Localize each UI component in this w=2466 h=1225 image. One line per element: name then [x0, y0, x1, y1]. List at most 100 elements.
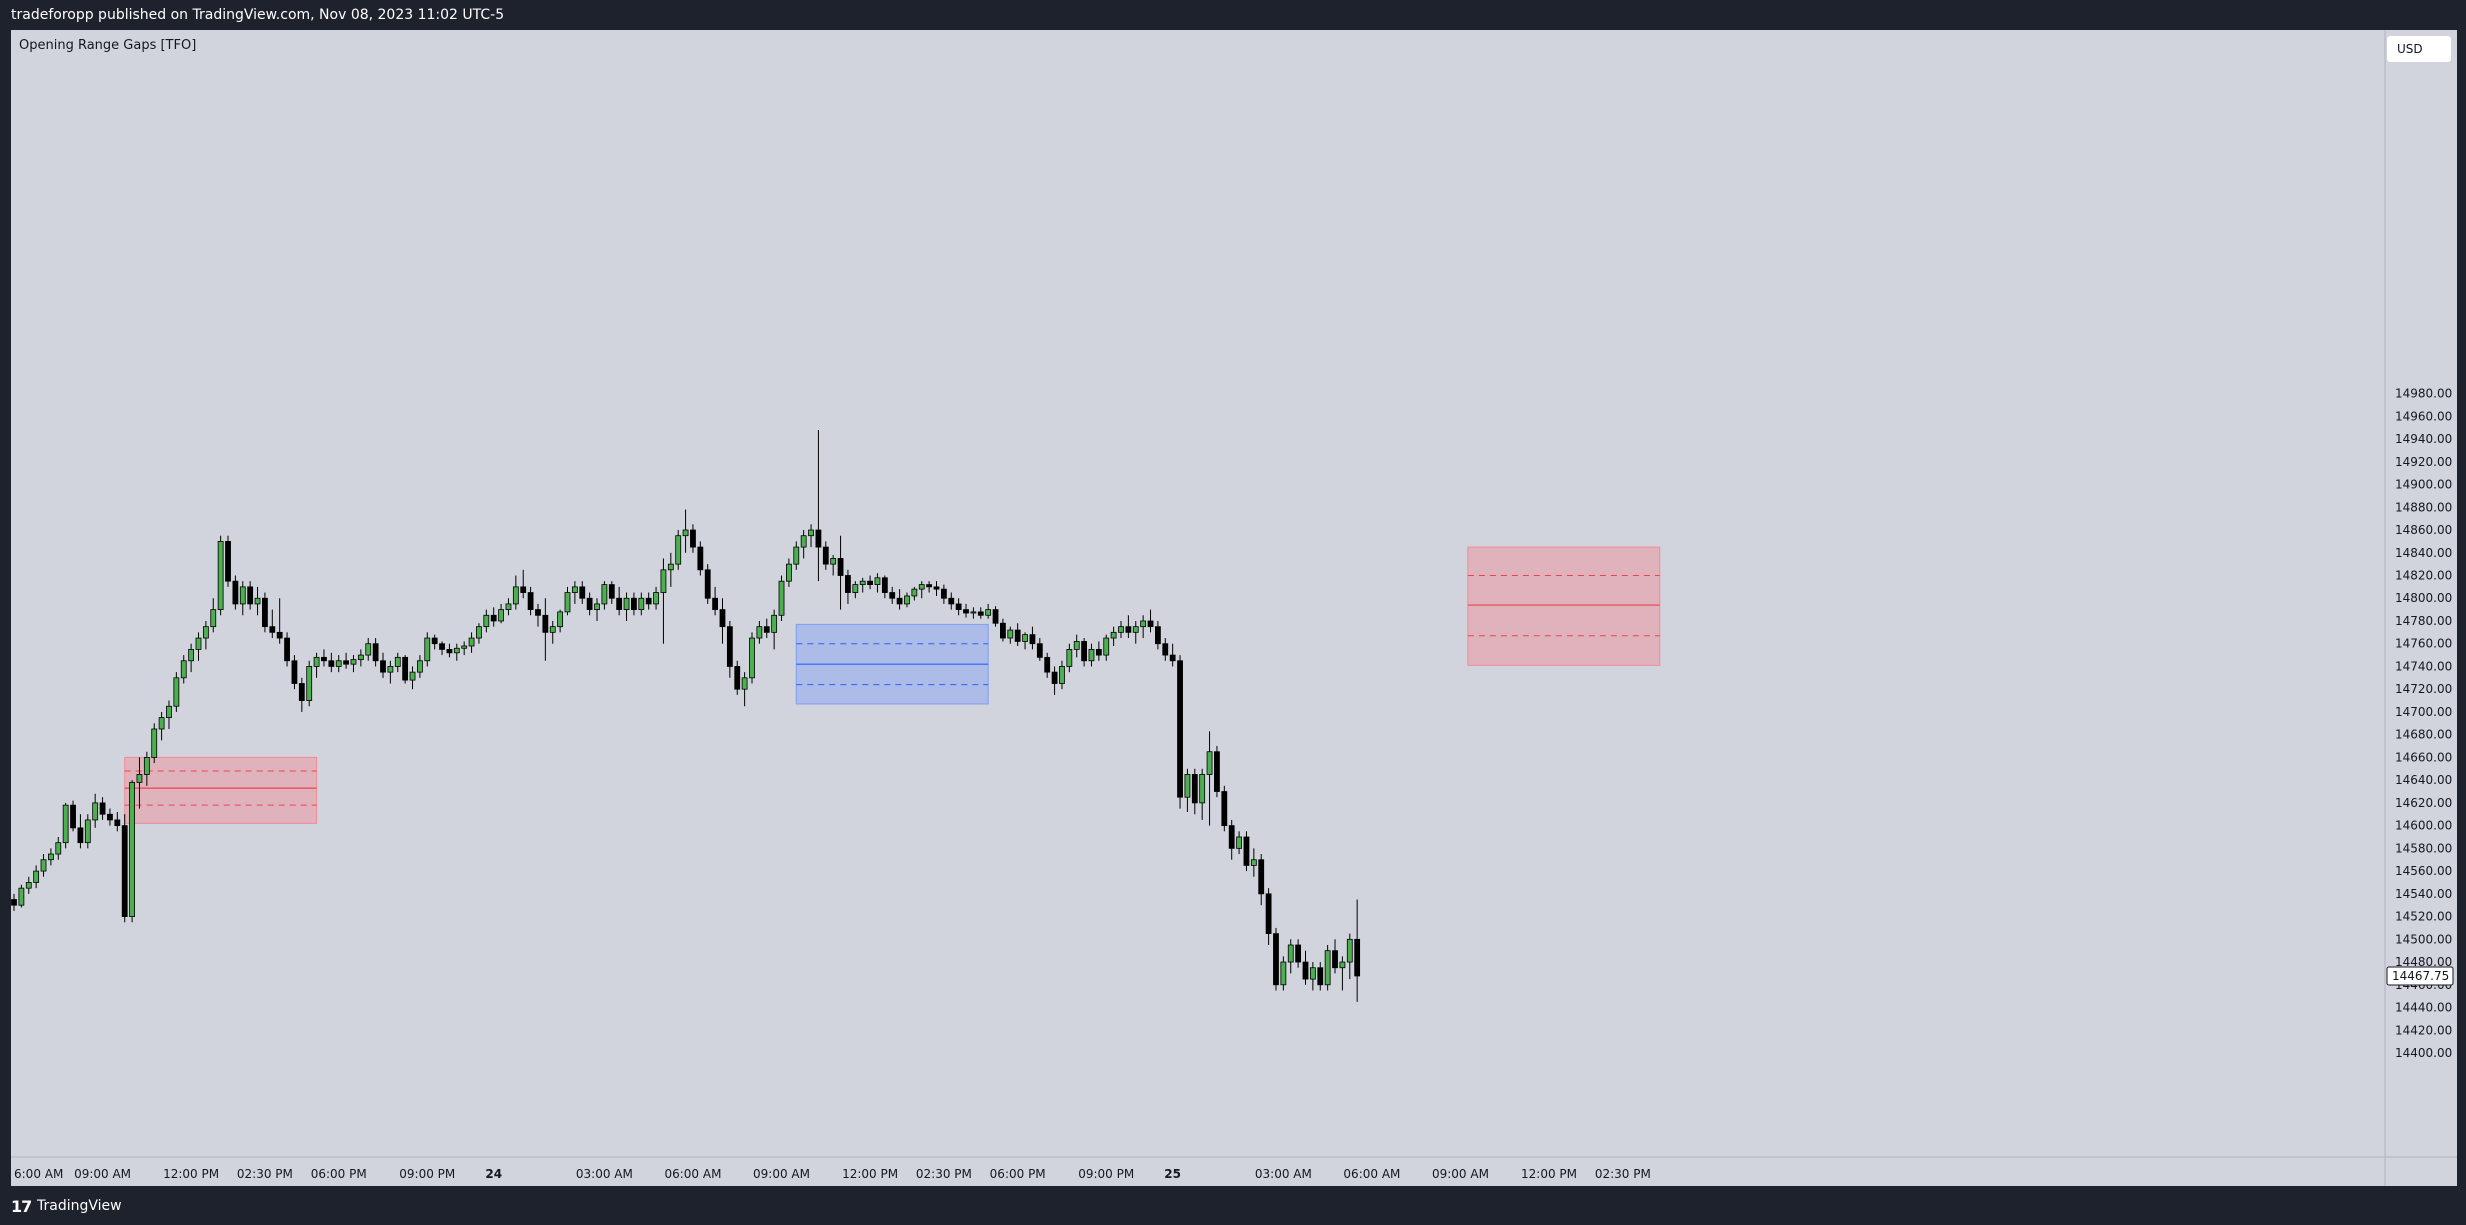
candle-up [468, 637, 475, 647]
candle-up [151, 728, 158, 758]
candle-up [638, 597, 645, 611]
candle-up [1118, 626, 1124, 633]
candle-up [195, 637, 202, 650]
currency-button[interactable]: USD [2387, 36, 2451, 62]
candle-up [166, 705, 172, 719]
candle-up [623, 597, 630, 611]
candle-up [1250, 859, 1257, 866]
candle-up [1140, 620, 1147, 628]
candle-down [992, 609, 999, 624]
candle-down [1036, 643, 1043, 658]
candle-up [970, 611, 977, 614]
candle-up [33, 870, 40, 883]
candle-up [741, 677, 748, 690]
candle-down [948, 597, 955, 605]
y-tick-label: 14540.00 [2395, 887, 2452, 901]
candle-up [313, 656, 320, 667]
candle-up [667, 563, 674, 571]
candle-down [380, 660, 386, 673]
candle-down [837, 558, 844, 576]
candle-down [372, 643, 379, 662]
candle-down [933, 586, 940, 590]
x-tick-label: 12:00 PM [1521, 1167, 1577, 1181]
candle-up [92, 802, 99, 821]
candle-up [202, 626, 209, 639]
y-tick-label: 14720.00 [2395, 682, 2452, 696]
candle-up [778, 580, 785, 616]
candle-up [675, 535, 682, 565]
candle-up [25, 882, 32, 889]
candle-down [276, 631, 283, 639]
candle-down [1029, 634, 1036, 645]
candle-up [771, 614, 778, 633]
x-tick-label: 06:00 PM [990, 1167, 1046, 1181]
candle-down [1044, 656, 1051, 673]
candle-up [387, 666, 394, 673]
candle-down [1273, 933, 1279, 986]
indicator-title: Opening Range Gaps [TFO] [19, 38, 197, 53]
candle-up [1199, 774, 1206, 804]
y-tick-label: 14600.00 [2395, 819, 2452, 833]
candle-up [136, 774, 143, 783]
candle-down [520, 586, 527, 593]
candle-down [940, 588, 947, 599]
x-tick-label: 03:00 AM [576, 1167, 633, 1181]
candle-down [535, 609, 541, 616]
candle-down [1051, 671, 1058, 684]
x-tick-label: 12:00 PM [842, 1167, 898, 1181]
candle-up [653, 592, 659, 605]
candle-up [335, 660, 342, 667]
candle-up [254, 597, 261, 605]
candle-down [726, 626, 733, 667]
candle-up [1280, 961, 1287, 986]
candle-down [99, 802, 106, 815]
candle-up [1346, 938, 1353, 963]
candle-down [1265, 893, 1272, 935]
candle-up [416, 660, 423, 673]
candle-down [446, 649, 453, 654]
candle-down [490, 614, 497, 622]
y-tick-label: 14440.00 [2395, 1001, 2452, 1015]
candle-up [409, 671, 416, 681]
candle-up [483, 614, 490, 628]
x-tick-label: 06:00 AM [664, 1167, 721, 1181]
candle-up [84, 819, 91, 844]
candle-up [1007, 629, 1014, 639]
candle-up [1236, 836, 1242, 849]
candle-down [1162, 643, 1169, 656]
x-tick-label: 09:00 AM [74, 1167, 131, 1181]
candle-up [852, 584, 859, 593]
candle-up [188, 649, 195, 662]
x-tick-label: 02:30 PM [237, 1167, 293, 1181]
candle-up [594, 603, 600, 611]
candle-down [1243, 836, 1250, 866]
candle-up [571, 586, 578, 593]
x-tick-label: 06:00 AM [1343, 1167, 1400, 1181]
candle-down [1169, 654, 1176, 662]
candle-up [793, 546, 800, 565]
candle-up [55, 842, 62, 855]
candle-down [1177, 660, 1183, 798]
gap-zone-1 [124, 756, 318, 824]
candle-down [343, 660, 350, 665]
price-chart[interactable]: 14400.0014420.0014440.0014460.0014480.00… [11, 30, 2457, 1186]
candle-down [697, 546, 704, 571]
candle-down [1147, 620, 1154, 628]
candle-up [911, 588, 918, 597]
candle-up [549, 626, 556, 633]
candle-down [734, 666, 741, 690]
candle-down [1295, 944, 1302, 963]
candle-up [180, 660, 187, 679]
candle-up [1110, 631, 1117, 639]
y-tick-label: 14580.00 [2395, 841, 2452, 855]
x-tick-label: 24 [485, 1167, 502, 1181]
y-tick-label: 14980.00 [2395, 387, 2452, 401]
chart-area[interactable]: 14400.0014420.0014440.0014460.0014480.00… [11, 30, 2457, 1186]
candle-up [1073, 641, 1080, 650]
y-tick-label: 14800.00 [2395, 591, 2452, 605]
candle-up [40, 859, 47, 872]
y-tick-label: 14660.00 [2395, 750, 2452, 764]
y-tick-label: 14420.00 [2395, 1023, 2452, 1037]
gap-zone-3 [1467, 546, 1661, 666]
candle-down [955, 603, 962, 611]
